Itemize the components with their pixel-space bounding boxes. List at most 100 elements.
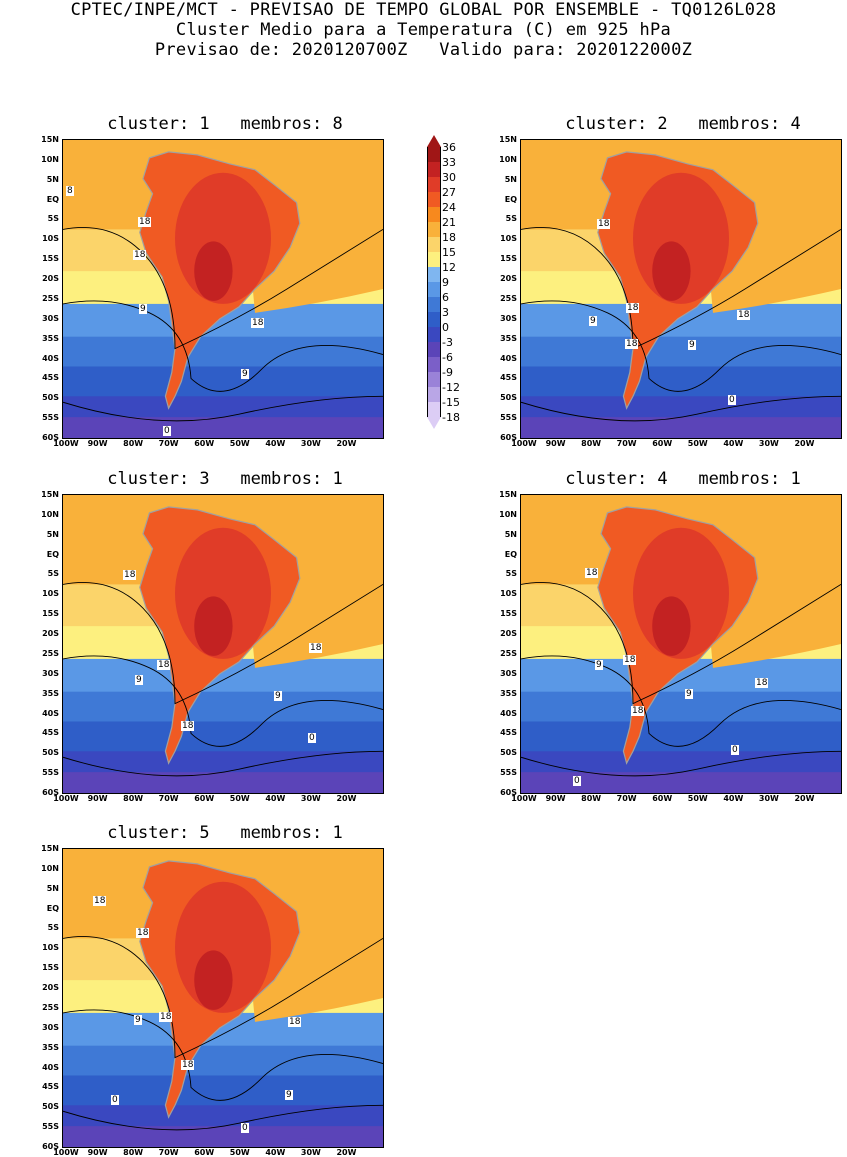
lat-tick-label: 45S — [500, 373, 517, 383]
colorbar-label: 21 — [442, 216, 456, 229]
contour-label: 18 — [755, 678, 769, 688]
lat-tick-label: 15N — [41, 844, 59, 853]
colorbar-segment — [427, 312, 441, 327]
temperature-band — [521, 417, 841, 438]
coastline — [597, 151, 759, 410]
lon-tick-label: 20W — [336, 439, 357, 448]
hottest-core — [652, 596, 691, 656]
lat-tick-label: 40S — [42, 708, 59, 718]
lat-tick-label: 15N — [41, 490, 59, 499]
temperature-band — [521, 396, 841, 419]
lat-tick-label: 45S — [42, 1082, 59, 1092]
colorbar-segment — [427, 177, 441, 192]
lat-tick-label: 15N — [41, 135, 59, 144]
lon-tick-label: 30W — [300, 439, 321, 448]
colorbar-label: 0 — [442, 321, 449, 334]
contour-label: 18 — [251, 318, 265, 328]
contour-line — [521, 655, 841, 747]
lat-tick-label: 35S — [500, 333, 517, 343]
colorbar-label: 6 — [442, 291, 449, 304]
coastline — [597, 506, 759, 765]
lat-tick-label: 25S — [42, 648, 59, 658]
contour-label: 0 — [728, 395, 736, 405]
lat-tick-label: 55S — [500, 768, 517, 778]
temperature-band — [63, 751, 383, 774]
contour-label: 18 — [93, 896, 107, 906]
lat-tick-label: 30S — [42, 1022, 59, 1032]
lat-tick-label: 30S — [500, 668, 517, 678]
temperature-map: 8 18 18 9 18 9 0 — [62, 139, 384, 439]
lat-tick-label: 10S — [500, 234, 517, 244]
lat-tick-label: 20S — [500, 274, 517, 284]
lon-tick-label: 90W — [545, 794, 566, 803]
contour-label: 0 — [731, 745, 739, 755]
lat-tick-label: 60S — [42, 1142, 59, 1151]
lat-tick-label: 25S — [500, 293, 517, 303]
colorbar-segment — [427, 327, 441, 342]
lat-tick-label: 5S — [47, 923, 59, 933]
lon-tick-label: 90W — [87, 794, 108, 803]
lat-tick-label: 30S — [500, 313, 517, 323]
lat-tick-label: 5N — [46, 883, 59, 893]
lon-tick-label: 20W — [794, 794, 815, 803]
colorbar-segment — [427, 162, 441, 177]
lat-tick-label: 10S — [42, 589, 59, 599]
colorbar-segment — [427, 222, 441, 237]
colorbar-segment — [427, 147, 441, 162]
contour-line — [63, 936, 383, 1059]
contour-label: 18 — [159, 1012, 173, 1022]
lon-tick-label: 80W — [581, 439, 602, 448]
lat-tick-label: 15S — [500, 609, 517, 619]
colorbar-label: 18 — [442, 231, 456, 244]
temperature-band — [63, 772, 383, 793]
lat-tick-label: 20S — [42, 629, 59, 639]
contour-label: 18 — [138, 217, 152, 227]
contour-label: 9 — [589, 316, 597, 326]
lat-tick-label: 45S — [500, 728, 517, 738]
lon-tick-label: 100W — [511, 794, 537, 803]
contour-label: 18 — [136, 928, 150, 938]
contour-label: 18 — [133, 250, 147, 260]
lat-tick-label: 10S — [42, 943, 59, 953]
lat-tick-label: 5N — [504, 174, 517, 184]
header-line-1: CPTEC/INPE/MCT - PREVISAO DE TEMPO GLOBA… — [70, 0, 777, 20]
contour-label: 18 — [309, 643, 323, 653]
temperature-band — [521, 336, 841, 368]
colorbar-segment — [427, 402, 441, 417]
temperature-band — [63, 336, 383, 368]
lon-tick-label: 60W — [194, 794, 215, 803]
contour-label: 9 — [241, 369, 249, 379]
contour-label: 9 — [685, 689, 693, 699]
temperature-band — [63, 691, 383, 723]
temperature-map: 18 18 9 18 18 9 0 — [62, 494, 384, 794]
lon-tick-label: 70W — [158, 794, 179, 803]
lat-tick-label: 30S — [42, 668, 59, 678]
lat-tick-label: 35S — [42, 333, 59, 343]
lat-tick-label: 10N — [41, 863, 59, 873]
lat-tick-label: 5S — [47, 569, 59, 579]
contour-label: 18 — [181, 721, 195, 731]
contour-label: 0 — [308, 733, 316, 743]
contour-label: 0 — [163, 426, 171, 436]
contour-label: 18 — [631, 706, 645, 716]
lat-tick-label: 50S — [500, 393, 517, 403]
lon-tick-label: 70W — [158, 1148, 179, 1157]
colorbar-segment — [427, 342, 441, 357]
lon-tick-label: 30W — [300, 1148, 321, 1157]
lat-tick-label: 5N — [46, 529, 59, 539]
temperature-band — [63, 417, 383, 438]
contour-label: 18 — [123, 570, 137, 580]
lat-tick-label: 5S — [505, 569, 517, 579]
contour-label: 9 — [595, 660, 603, 670]
contour-label: 9 — [134, 1015, 142, 1025]
lon-tick-label: 100W — [53, 1148, 79, 1157]
lat-tick-label: 35S — [42, 1042, 59, 1052]
colorbar-segment — [427, 372, 441, 387]
lon-tick-label: 50W — [687, 794, 708, 803]
lat-tick-label: 25S — [500, 648, 517, 658]
panel-title: cluster: 5 membros: 1 — [107, 823, 343, 843]
lon-tick-label: 60W — [652, 439, 673, 448]
contour-line — [63, 750, 383, 777]
hottest-core — [194, 950, 233, 1010]
lat-tick-label: 15S — [42, 254, 59, 264]
